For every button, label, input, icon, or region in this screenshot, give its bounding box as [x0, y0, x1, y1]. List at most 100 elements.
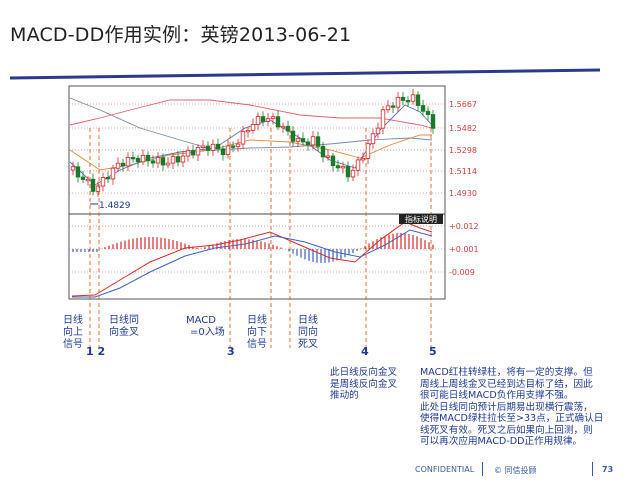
- candle-body: [75, 166, 81, 178]
- candle-body: [80, 176, 86, 180]
- footer-copyright: © 同信投顾: [494, 466, 537, 475]
- candle-body: [200, 145, 206, 148]
- macd-tick-label: +0.012: [449, 222, 479, 231]
- indicator-badge-bg: [399, 214, 443, 224]
- candle-body: [250, 124, 256, 131]
- candle-body: [195, 147, 201, 156]
- footer-confidential: CONFIDENTIAL: [415, 465, 475, 474]
- candle-body: [410, 94, 416, 102]
- candle-body: [100, 177, 106, 187]
- candle-body: [290, 130, 296, 142]
- candle-body: [70, 166, 76, 171]
- annotation-5-dead-cross: 日线 同向 死叉: [298, 315, 318, 350]
- price-tick-label: 1.5482: [449, 124, 477, 133]
- candle-body: [420, 105, 426, 112]
- candle-body: [225, 145, 231, 156]
- candle-body: [300, 138, 306, 143]
- low-price-label: 1.4829: [99, 201, 131, 211]
- candle-body: [295, 138, 301, 142]
- candle-body: [315, 136, 321, 147]
- candle-body: [150, 160, 156, 164]
- candle-body: [180, 155, 186, 163]
- candle-body: [350, 169, 356, 178]
- price-tick-label: 1.4930: [449, 189, 477, 198]
- macd-tick-label: -0.009: [449, 268, 475, 277]
- candle-body: [345, 165, 351, 178]
- slide-title: MACD-DD作用实例：英镑2013-06-21: [10, 24, 352, 46]
- candle-body: [160, 157, 166, 166]
- candle-body: [285, 125, 291, 132]
- macd-tick-label: +0.001: [449, 245, 479, 254]
- candle-body: [185, 150, 191, 157]
- marker-number-4: 4: [361, 345, 369, 358]
- candle-body: [335, 165, 341, 169]
- candle-body: [340, 165, 346, 169]
- candle-body: [390, 105, 396, 108]
- candle-body: [270, 116, 276, 120]
- candle-body: [190, 150, 196, 156]
- candle-body: [220, 148, 226, 156]
- candle-body: [115, 162, 121, 169]
- candle-body: [260, 116, 266, 122]
- page-number: 73: [602, 465, 614, 474]
- candle-body: [145, 154, 151, 162]
- candle-body: [170, 156, 176, 164]
- candle-body: [105, 177, 111, 180]
- candle-body: [130, 156, 136, 160]
- candle-body: [265, 118, 271, 122]
- candle-body: [215, 143, 221, 150]
- candle-body: [255, 116, 261, 125]
- price-tick-label: 1.5298: [449, 146, 477, 155]
- candle-body: [175, 156, 181, 163]
- indicator-badge: 指标说明: [405, 214, 437, 224]
- candle-body: [140, 154, 146, 163]
- candle-body: [365, 143, 371, 159]
- candle-body: [230, 145, 236, 148]
- marker-number-5: 5: [429, 345, 437, 358]
- candle-body: [325, 155, 331, 158]
- macd-dea-line: [72, 229, 433, 298]
- annotation-3: MACD =0入场: [186, 315, 225, 338]
- candle-body: [425, 110, 431, 115]
- annotation-4-signal: 日线 向下 信号: [247, 315, 267, 350]
- candle-body: [235, 143, 241, 148]
- title-underline: [9, 68, 601, 80]
- candle-body: [430, 114, 436, 129]
- candle-body: [135, 157, 141, 163]
- candle-body: [125, 156, 131, 167]
- moving-average-long: [69, 97, 433, 151]
- candle-body: [360, 158, 366, 161]
- candle-body: [400, 97, 406, 101]
- annotation-1: 日线 向上 信号: [63, 315, 83, 350]
- note-marker-4: 此日线反向金叉 是周线反向金叉 推动的: [330, 367, 398, 401]
- candle-body: [205, 145, 211, 151]
- marker-number-1-2: 1 2: [86, 345, 106, 358]
- candle-body: [90, 178, 96, 192]
- candle-body: [320, 145, 326, 158]
- footer-separator: [482, 462, 483, 476]
- candle-body: [95, 185, 101, 192]
- candle-body: [370, 133, 376, 145]
- candle-body: [85, 178, 91, 182]
- candle-body: [355, 159, 361, 171]
- candle-body: [210, 143, 216, 151]
- candle-body: [385, 105, 391, 111]
- candle-body: [380, 109, 386, 129]
- candle-body: [155, 157, 161, 164]
- price-tick-label: 1.5114: [449, 167, 477, 176]
- macd-dif-line: [71, 221, 433, 297]
- candle-body: [280, 125, 286, 129]
- candle-body: [165, 162, 171, 166]
- annotation-2: 日线同 向金叉: [109, 315, 139, 338]
- candle-body: [330, 155, 336, 167]
- footer-separator-2: [592, 462, 593, 476]
- moving-average-red: [69, 99, 433, 129]
- candle-body: [415, 94, 421, 106]
- marker-number-3: 3: [227, 345, 235, 358]
- candle-body: [110, 167, 116, 180]
- candle-body: [375, 127, 381, 135]
- candle-body: [245, 129, 251, 133]
- candle-body: [240, 131, 246, 145]
- candle-body: [305, 141, 311, 146]
